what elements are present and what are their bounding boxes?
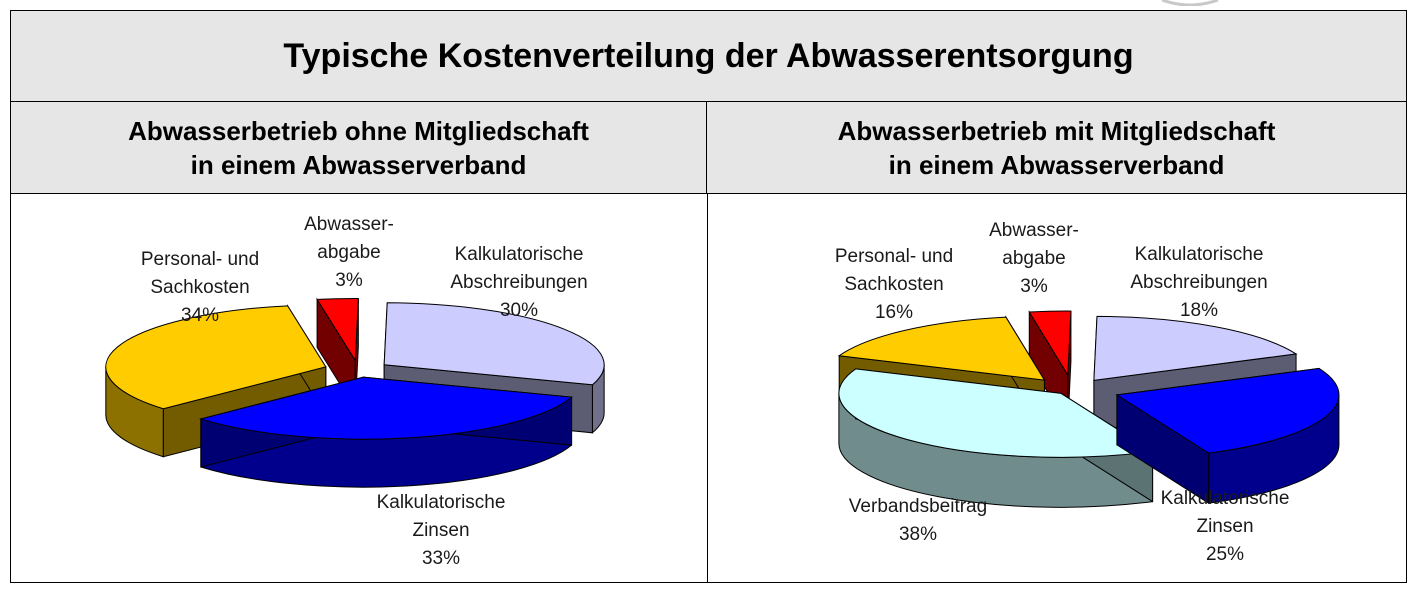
pie2-slice-1-label: Abwasser-abgabe 3% — [989, 220, 1079, 297]
pie1-slice-1 — [316, 297, 359, 363]
left-panel-title-line1: Abwasserbetrieb ohne Mitgliedschaft — [128, 115, 589, 146]
corner-decoration — [1161, 0, 1219, 6]
pie2-slice-3 — [1115, 367, 1340, 454]
pie2-slice-2 — [1093, 315, 1298, 381]
pie1-slice-2 — [383, 302, 605, 386]
pie1-slice-2-label: Kalkulatorische Abschreibungen 30% — [450, 244, 587, 321]
pie2-slice-5-label: Personal- und Sachkosten 16% — [835, 246, 953, 323]
panel-divider — [707, 194, 708, 582]
pie2-slice-4 — [838, 368, 1155, 458]
pie1-slice-4-label: Personal- und Sachkosten 34% — [141, 249, 259, 326]
right-panel-title-line1: Abwasserbetrieb mit Mitgliedschaft — [837, 115, 1276, 146]
figure-frame: Typische Kostenverteilung der Abwasseren… — [10, 10, 1407, 583]
pie2-slice-4-label: Verbandsbeitrag 38% — [849, 496, 987, 545]
pie-chart-2: Abwasser-abgabe 3% Kalkulatorische Abschrei… — [835, 220, 1340, 565]
left-panel-title-line2: in einem Abwasserverband — [190, 149, 527, 180]
page-title: Typische Kostenverteilung der Abwasseren… — [283, 36, 1134, 75]
pie1-slice-3-label: Kalkulatorische Zinsen 33% — [377, 492, 506, 569]
right-panel-header: Abwasserbetrieb mit Mitgliedschaft in ei… — [707, 102, 1406, 194]
pie2-slice-1 — [1028, 310, 1072, 377]
left-panel-header: Abwasserbetrieb ohne Mitgliedschaft in e… — [11, 102, 707, 194]
pie2-slice-3-label: Kalkulatorische Zinsen 25% — [1161, 488, 1290, 565]
right-panel-title-line2: in einem Abwasserverband — [888, 149, 1225, 180]
title-row: Typische Kostenverteilung der Abwasseren… — [11, 11, 1406, 102]
pie2-slice-5 — [837, 316, 1046, 381]
pie2-slice-2-label: Kalkulatorische Abschreibungen 18% — [1130, 244, 1267, 321]
pie1-slice-3 — [199, 376, 573, 440]
pie1-slice-4 — [105, 305, 327, 410]
pie1-slice-1-label: Abwasser-abgabe 3% — [304, 214, 394, 291]
pie-chart-1: Abwasser-abgabe 3% Kalkulatorische Abschrei… — [105, 214, 605, 569]
